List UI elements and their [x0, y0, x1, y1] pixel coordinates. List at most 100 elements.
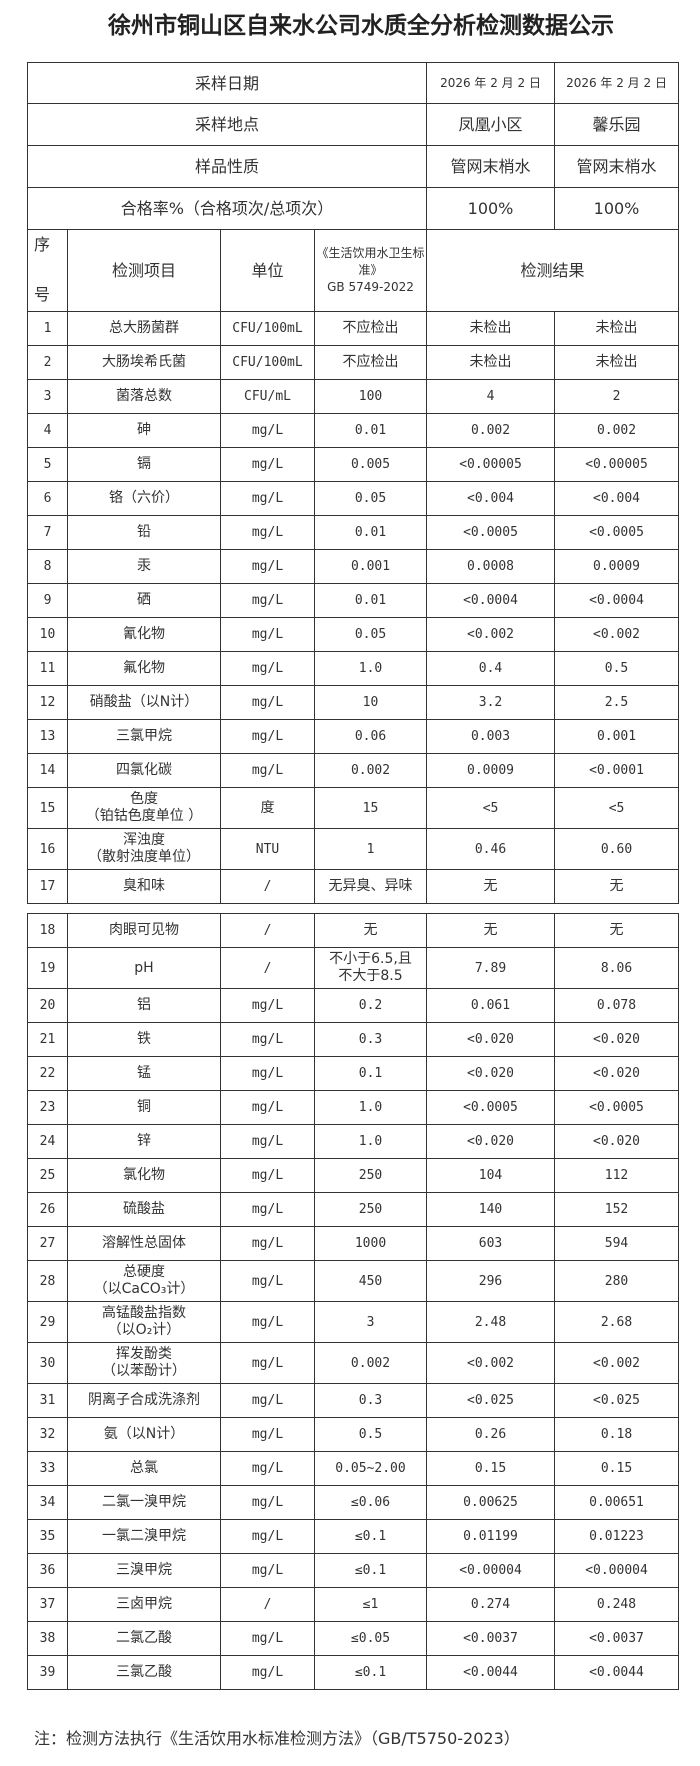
cell-result-1: 296 — [426, 1260, 555, 1302]
cell-unit: mg/L — [220, 685, 315, 720]
cell-result-2: <0.025 — [554, 1383, 679, 1418]
cell-item: 铜 — [67, 1090, 221, 1125]
cell-result-1: 4 — [426, 379, 556, 414]
cell-result-1: <0.0004 — [426, 583, 556, 618]
cell-result-1: <0.020 — [426, 1124, 555, 1159]
cell-result-1: <0.002 — [426, 1342, 555, 1384]
cell-seq: 38 — [27, 1621, 68, 1656]
cell-seq: 31 — [27, 1383, 68, 1418]
cell-result-1: 无 — [426, 869, 556, 904]
cell-seq: 35 — [27, 1519, 68, 1554]
cell-result-1: <0.00004 — [426, 1553, 555, 1588]
table-row: 30 挥发酚类 （以苯酚计） mg/L 0.002 <0.002 <0.002 — [27, 1342, 679, 1384]
cell-standard: 250 — [314, 1158, 427, 1193]
cell-result-2: <0.020 — [554, 1124, 679, 1159]
cell-item: 四氯化碳 — [67, 753, 221, 788]
cell-seq: 7 — [27, 515, 68, 550]
cell-seq: 6 — [27, 481, 68, 516]
cell-result-1: 140 — [426, 1192, 555, 1227]
cell-standard: 0.001 — [313, 549, 428, 584]
cell-result-2: <0.002 — [554, 617, 680, 652]
sampling-date-1: 2026 年 2 月 2 日 — [426, 62, 556, 104]
column-header-row: 序 号 检测项目 单位 《生活饮用水卫生标准》 GB 5749-2022 检测结… — [27, 229, 680, 312]
cell-result-1: <0.002 — [426, 617, 556, 652]
cell-result-2: <0.0001 — [554, 753, 680, 788]
cell-standard: 0.005 — [313, 447, 428, 482]
cell-result-1: 0.26 — [426, 1417, 555, 1452]
cell-result-2: <0.0037 — [554, 1621, 679, 1656]
sampling-site-1: 凤凰小区 — [426, 103, 556, 146]
cell-seq: 36 — [27, 1553, 68, 1588]
cell-result-2: 0.078 — [554, 988, 679, 1023]
cell-unit: mg/L — [220, 651, 315, 686]
cell-result-1: 0.061 — [426, 988, 555, 1023]
cell-standard: ≤1 — [314, 1587, 427, 1622]
cell-unit: mg/L — [220, 447, 315, 482]
cell-unit: CFU/100mL — [220, 345, 315, 380]
cell-result-2: 2.68 — [554, 1301, 679, 1343]
cell-seq: 16 — [27, 828, 68, 870]
cell-unit: mg/L — [220, 549, 315, 584]
cell-unit: CFU/100mL — [220, 311, 315, 346]
cell-unit: / — [220, 1587, 315, 1622]
cell-result-1: 104 — [426, 1158, 555, 1193]
cell-unit: mg/L — [220, 1655, 315, 1690]
table-row: 7 铅 mg/L 0.01 <0.0005 <0.0005 — [27, 515, 680, 550]
cell-result-2: <0.00004 — [554, 1553, 679, 1588]
cell-result-1: 3.2 — [426, 685, 556, 720]
cell-unit: mg/L — [220, 583, 315, 618]
cell-unit: mg/L — [220, 1301, 315, 1343]
cell-unit: mg/L — [220, 1260, 315, 1302]
cell-unit: mg/L — [220, 1124, 315, 1159]
cell-item: 三氯甲烷 — [67, 719, 221, 754]
cell-item: 硝酸盐（以N计） — [67, 685, 221, 720]
cell-standard: ≤0.1 — [314, 1519, 427, 1554]
cell-item: 溶解性总固体 — [67, 1226, 221, 1261]
cell-result-1: <0.020 — [426, 1022, 555, 1057]
col-seq-char-1: 序 — [34, 235, 51, 254]
cell-result-2: 0.01223 — [554, 1519, 679, 1554]
table-row: 29 高锰酸盐指数 （以O₂计） mg/L 3 2.48 2.68 — [27, 1301, 679, 1343]
cell-result-1: 2.48 — [426, 1301, 555, 1343]
cell-result-1: 0.002 — [426, 413, 556, 448]
table-row: 6 铬（六价） mg/L 0.05 <0.004 <0.004 — [27, 481, 680, 516]
cell-result-2: 0.15 — [554, 1451, 679, 1486]
table-row: 24 锌 mg/L 1.0 <0.020 <0.020 — [27, 1124, 679, 1159]
cell-unit: mg/L — [220, 1519, 315, 1554]
cell-result-1: 0.0009 — [426, 753, 556, 788]
cell-result-1: 0.00625 — [426, 1485, 555, 1520]
cell-item: 硒 — [67, 583, 221, 618]
table-row: 27 溶解性总固体 mg/L 1000 603 594 — [27, 1226, 679, 1261]
cell-result-2: 0.60 — [554, 828, 680, 870]
cell-item: 铁 — [67, 1022, 221, 1057]
cell-item: pH — [67, 947, 221, 989]
cell-result-2: 2.5 — [554, 685, 680, 720]
cell-result-1: 未检出 — [426, 311, 556, 346]
cell-result-2: 0.0009 — [554, 549, 680, 584]
table-row: 26 硫酸盐 mg/L 250 140 152 — [27, 1192, 679, 1227]
cell-standard: 0.002 — [314, 1342, 427, 1384]
cell-result-1: <0.025 — [426, 1383, 555, 1418]
pass-rate-label: 合格率%（合格项次/总项次） — [26, 187, 428, 230]
cell-unit: mg/L — [220, 1090, 315, 1125]
cell-seq: 24 — [27, 1124, 68, 1159]
pass-rate-2: 100% — [554, 187, 680, 230]
table-row: 38 二氯乙酸 mg/L ≤0.05 <0.0037 <0.0037 — [27, 1621, 679, 1656]
cell-item: 氨（以N计） — [67, 1417, 221, 1452]
cell-seq: 1 — [27, 311, 68, 346]
table-row: 12 硝酸盐（以N计） mg/L 10 3.2 2.5 — [27, 685, 680, 720]
cell-result-2: <0.00005 — [554, 447, 680, 482]
table-row: 32 氨（以N计） mg/L 0.5 0.26 0.18 — [27, 1417, 679, 1452]
cell-result-1: 603 — [426, 1226, 555, 1261]
cell-standard: 0.05 — [313, 481, 428, 516]
cell-result-1: 0.4 — [426, 651, 556, 686]
table-row: 35 一氯二溴甲烷 mg/L ≤0.1 0.01199 0.01223 — [27, 1519, 679, 1554]
cell-item: 氰化物 — [67, 617, 221, 652]
cell-seq: 15 — [27, 787, 68, 829]
cell-seq: 3 — [27, 379, 68, 414]
table-row: 2 大肠埃希氏菌 CFU/100mL 不应检出 未检出 未检出 — [27, 345, 680, 380]
cell-item: 汞 — [67, 549, 221, 584]
cell-standard: 1.0 — [314, 1124, 427, 1159]
cell-unit: 度 — [220, 787, 315, 829]
cell-standard: 0.01 — [313, 583, 428, 618]
